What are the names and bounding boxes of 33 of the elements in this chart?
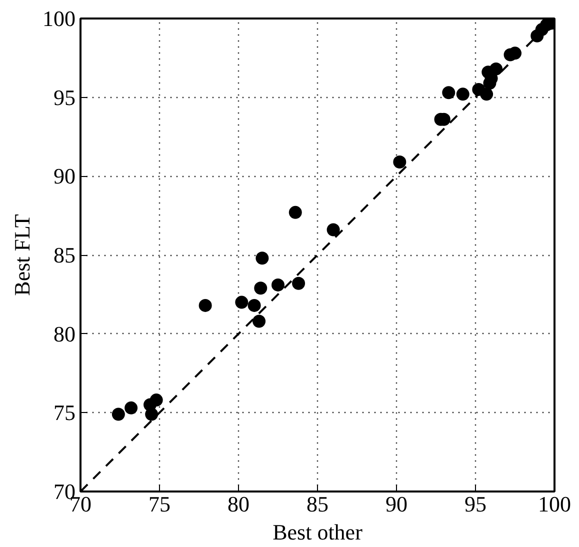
point [480,88,494,101]
point [393,155,406,168]
point [235,296,248,309]
y-tick-label: 85 [54,242,76,268]
point [112,408,125,421]
point [248,298,261,312]
y-tick-label: 100 [42,6,76,31]
x-tick-label: 90 [386,492,408,516]
point [326,223,340,236]
point [272,278,284,292]
x-tick-label: 80 [228,492,250,516]
point [442,86,456,100]
y-tick-label: 95 [54,84,76,110]
point [124,401,138,414]
x-tick-label: 85 [306,492,328,516]
point [292,276,306,290]
y-tick-label: 90 [54,164,76,189]
point [288,206,302,219]
point [256,252,269,265]
point [254,282,268,295]
point [198,298,212,312]
x-tick-label: 100 [538,492,571,516]
y-axis-title: Best FLT [10,214,34,296]
point [252,314,266,328]
point [456,88,470,101]
x-tick-label: 95 [464,492,486,516]
x-tick-label: 75 [148,492,170,516]
x-axis-title: Best other [272,520,364,544]
point [490,62,503,76]
point [145,408,158,421]
y-tick-label: 75 [54,400,76,426]
point [150,394,163,407]
y-tick-label: 80 [54,321,76,346]
